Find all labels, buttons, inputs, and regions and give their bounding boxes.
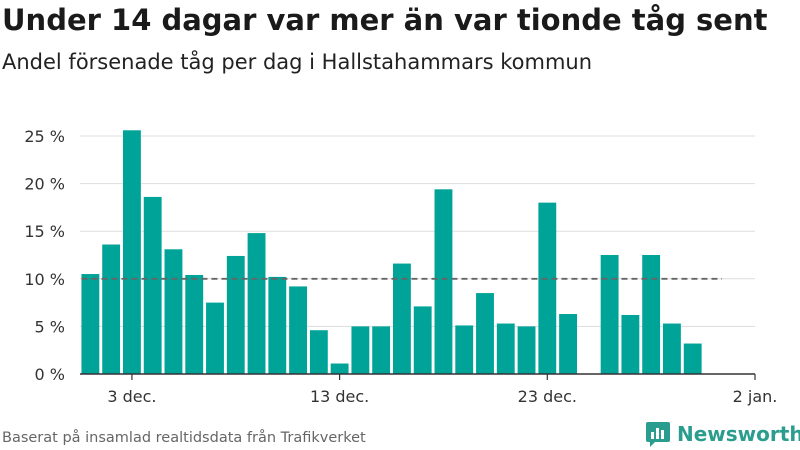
bar [122, 130, 141, 374]
newsworthy-logo: Newsworthy [645, 420, 800, 448]
bar [434, 189, 453, 374]
bar [517, 326, 536, 374]
bar [351, 326, 370, 374]
bar [600, 255, 619, 374]
y-tick-label: 15 % [24, 222, 65, 241]
bar [392, 263, 411, 374]
x-tick-label: 13 dec. [310, 387, 369, 406]
bar [538, 202, 557, 374]
y-tick-label: 5 % [35, 317, 65, 336]
bar [164, 249, 183, 374]
y-tick-label: 0 % [35, 365, 65, 384]
x-tick-label: 3 dec. [107, 387, 156, 406]
chart-subtitle: Andel försenade tåg per dag i Hallstaham… [2, 50, 593, 74]
x-tick-label: 2 jan. [733, 387, 778, 406]
y-tick-label: 10 % [24, 270, 65, 289]
bar [143, 196, 162, 374]
bar [185, 274, 204, 374]
x-tick-label: 23 dec. [518, 387, 577, 406]
bar [102, 244, 121, 374]
newsworthy-logo-icon [646, 422, 670, 447]
bar [309, 330, 328, 374]
source-note: Baserat på insamlad realtidsdata från Tr… [2, 430, 366, 446]
delayed-trains-bar-chart: 0 % 5 % 10 % 15 % 20 % 25 % 3 dec. 13 dec. 23 de… [24, 127, 778, 406]
bar [683, 343, 702, 374]
bar [559, 314, 578, 374]
bar [476, 293, 494, 374]
y-tick-label: 20 % [24, 175, 65, 194]
y-tick-label: 25 % [24, 127, 65, 146]
bar [81, 274, 100, 374]
bar [621, 314, 640, 374]
bar [455, 325, 474, 374]
bar [206, 302, 224, 374]
bar [642, 255, 661, 374]
bar [413, 306, 432, 374]
bar [372, 326, 391, 374]
bar [247, 233, 266, 374]
bar [330, 363, 349, 374]
bar [226, 255, 245, 374]
newsworthy-brand-text: Newsworthy [677, 422, 800, 446]
chart-title: Under 14 dagar var mer än var tionde tåg… [2, 3, 768, 37]
bar [496, 323, 515, 374]
bar [289, 286, 308, 374]
bar [662, 323, 681, 374]
bar [268, 276, 287, 374]
